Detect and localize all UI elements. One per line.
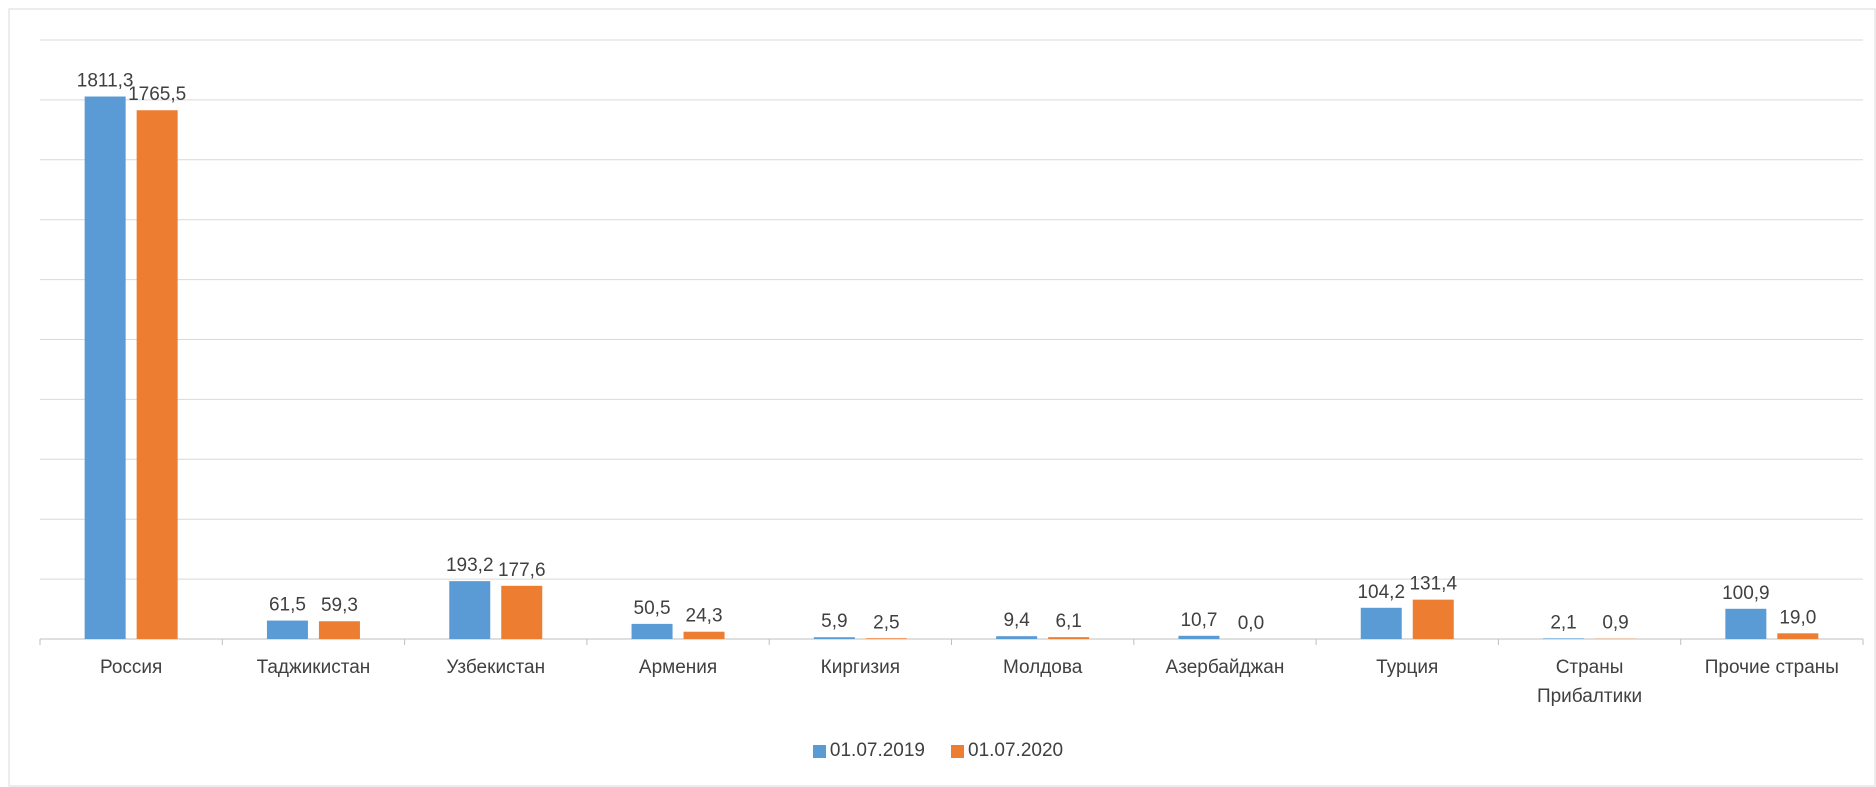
legend-label: 01.07.2019 bbox=[829, 740, 925, 761]
legend-item: 01.07.2019 bbox=[812, 740, 925, 762]
x-tick-label: Прочие страны bbox=[1704, 657, 1839, 678]
data-label: 104,2 bbox=[1357, 582, 1405, 603]
bar bbox=[1543, 638, 1585, 639]
bar bbox=[1725, 608, 1767, 639]
legend-swatch bbox=[951, 744, 964, 758]
x-tick-label: Армения bbox=[638, 657, 718, 678]
data-label: 100,9 bbox=[1722, 583, 1770, 604]
data-label: 0,9 bbox=[1602, 613, 1628, 634]
legend-label: 01.07.2020 bbox=[968, 740, 1064, 761]
bar bbox=[449, 581, 491, 639]
data-label: 10,7 bbox=[1180, 610, 1217, 631]
data-label: 9,4 bbox=[1003, 610, 1030, 631]
x-tick-label: Молдова bbox=[1002, 657, 1083, 678]
bar bbox=[1777, 633, 1819, 639]
x-tick-label: Узбекистан bbox=[446, 657, 546, 678]
bar bbox=[1178, 635, 1220, 639]
data-label: 59,3 bbox=[321, 595, 358, 616]
data-label: 1765,5 bbox=[128, 84, 186, 105]
legend-item: 01.07.2020 bbox=[951, 740, 1063, 762]
bar bbox=[865, 638, 907, 639]
chart-border bbox=[8, 8, 1876, 787]
data-label: 19,0 bbox=[1779, 607, 1816, 628]
x-tick-label: Киргизия bbox=[820, 657, 901, 678]
bar bbox=[1412, 599, 1454, 639]
data-label: 24,3 bbox=[686, 606, 723, 627]
bar bbox=[501, 585, 543, 639]
data-label: 0,0 bbox=[1238, 613, 1264, 634]
bar bbox=[136, 110, 178, 640]
data-label: 177,6 bbox=[498, 560, 546, 581]
bar bbox=[813, 637, 855, 639]
data-label: 6,1 bbox=[1055, 611, 1081, 632]
data-label: 5,9 bbox=[821, 611, 847, 632]
data-label: 61,5 bbox=[269, 595, 306, 616]
x-tick-label: Турция bbox=[1376, 657, 1439, 678]
bar bbox=[996, 636, 1038, 639]
bar bbox=[84, 96, 126, 640]
x-tick-label: Таджикистан bbox=[256, 657, 371, 678]
data-label: 193,2 bbox=[446, 555, 494, 576]
x-tick-label: Страны Прибалтики bbox=[1536, 657, 1643, 707]
legend-swatch bbox=[812, 744, 826, 758]
bar bbox=[1360, 607, 1402, 639]
data-label: 2,5 bbox=[873, 612, 899, 633]
x-tick-label: Россия bbox=[99, 657, 163, 678]
x-tick-label: Азербайджан bbox=[1165, 657, 1285, 678]
legend: 01.07.2019 01.07.2020 bbox=[0, 740, 1876, 762]
bar bbox=[683, 631, 725, 639]
bar bbox=[318, 621, 360, 639]
data-label: 50,5 bbox=[634, 598, 671, 619]
bar bbox=[266, 620, 308, 639]
data-label: 2,1 bbox=[1550, 612, 1576, 633]
data-label: 1811,3 bbox=[77, 71, 134, 92]
bar bbox=[1048, 637, 1090, 639]
data-label: 131,4 bbox=[1409, 574, 1457, 595]
bar bbox=[631, 623, 673, 639]
